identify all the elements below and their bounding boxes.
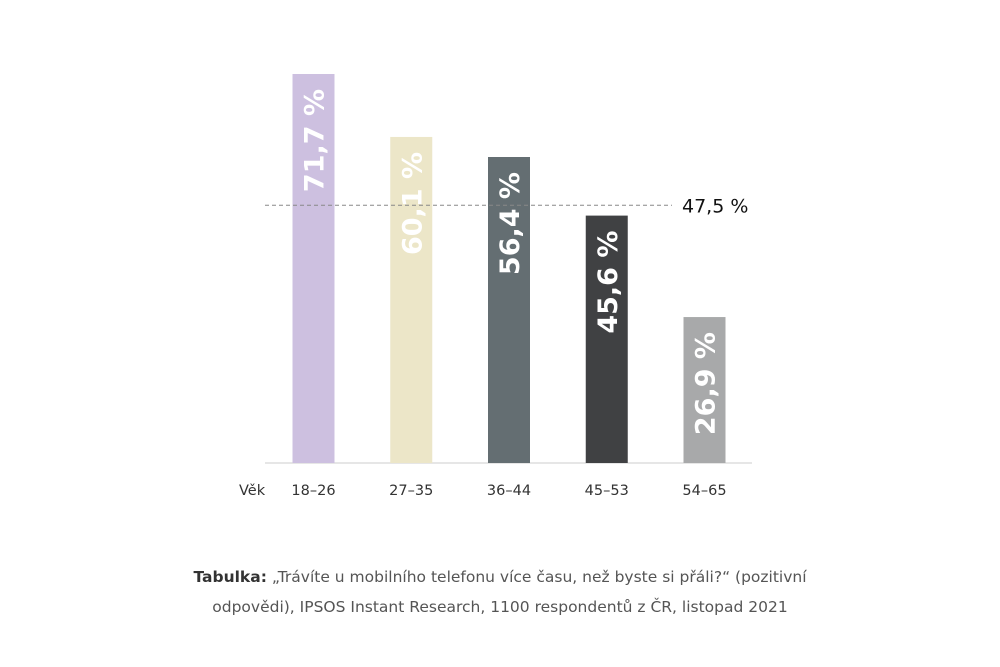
bar-27–35 <box>390 136 433 463</box>
value-labels-group: 71,7 % 60,1 % 56,4 % 45,6 % 26,9 % <box>300 89 722 435</box>
x-tick-label: 36–44 <box>487 483 531 499</box>
bar-36–44 <box>488 157 530 463</box>
x-tick-labels-group: 18–26 27–35 36–44 45–53 54–65 <box>291 483 726 499</box>
x-tick-label: 27–35 <box>389 483 433 499</box>
x-tick-label: 54–65 <box>682 483 726 499</box>
bar-value-label: 45,6 % <box>593 231 624 334</box>
caption-text: „Trávíte u mobilního telefonu více času,… <box>212 568 807 616</box>
bar-54–65 <box>683 317 726 463</box>
bars-group <box>292 74 726 463</box>
bar-18–26 <box>292 74 335 463</box>
x-axis-title: Věk <box>239 483 266 499</box>
caption-bold-prefix: Tabulka: <box>193 568 267 586</box>
bar-45–53 <box>585 215 628 463</box>
bar-value-label: 71,7 % <box>300 89 331 192</box>
chart-caption: Tabulka: „Trávíte u mobilního telefonu v… <box>150 562 850 622</box>
x-tick-label: 18–26 <box>291 483 335 499</box>
x-tick-label: 45–53 <box>585 483 629 499</box>
bar-value-label: 60,1 % <box>397 152 428 255</box>
bar-value-label: 56,4 % <box>495 172 526 275</box>
average-reference-label: 47,5 % <box>682 195 748 217</box>
bar-value-label: 26,9 % <box>691 332 722 435</box>
